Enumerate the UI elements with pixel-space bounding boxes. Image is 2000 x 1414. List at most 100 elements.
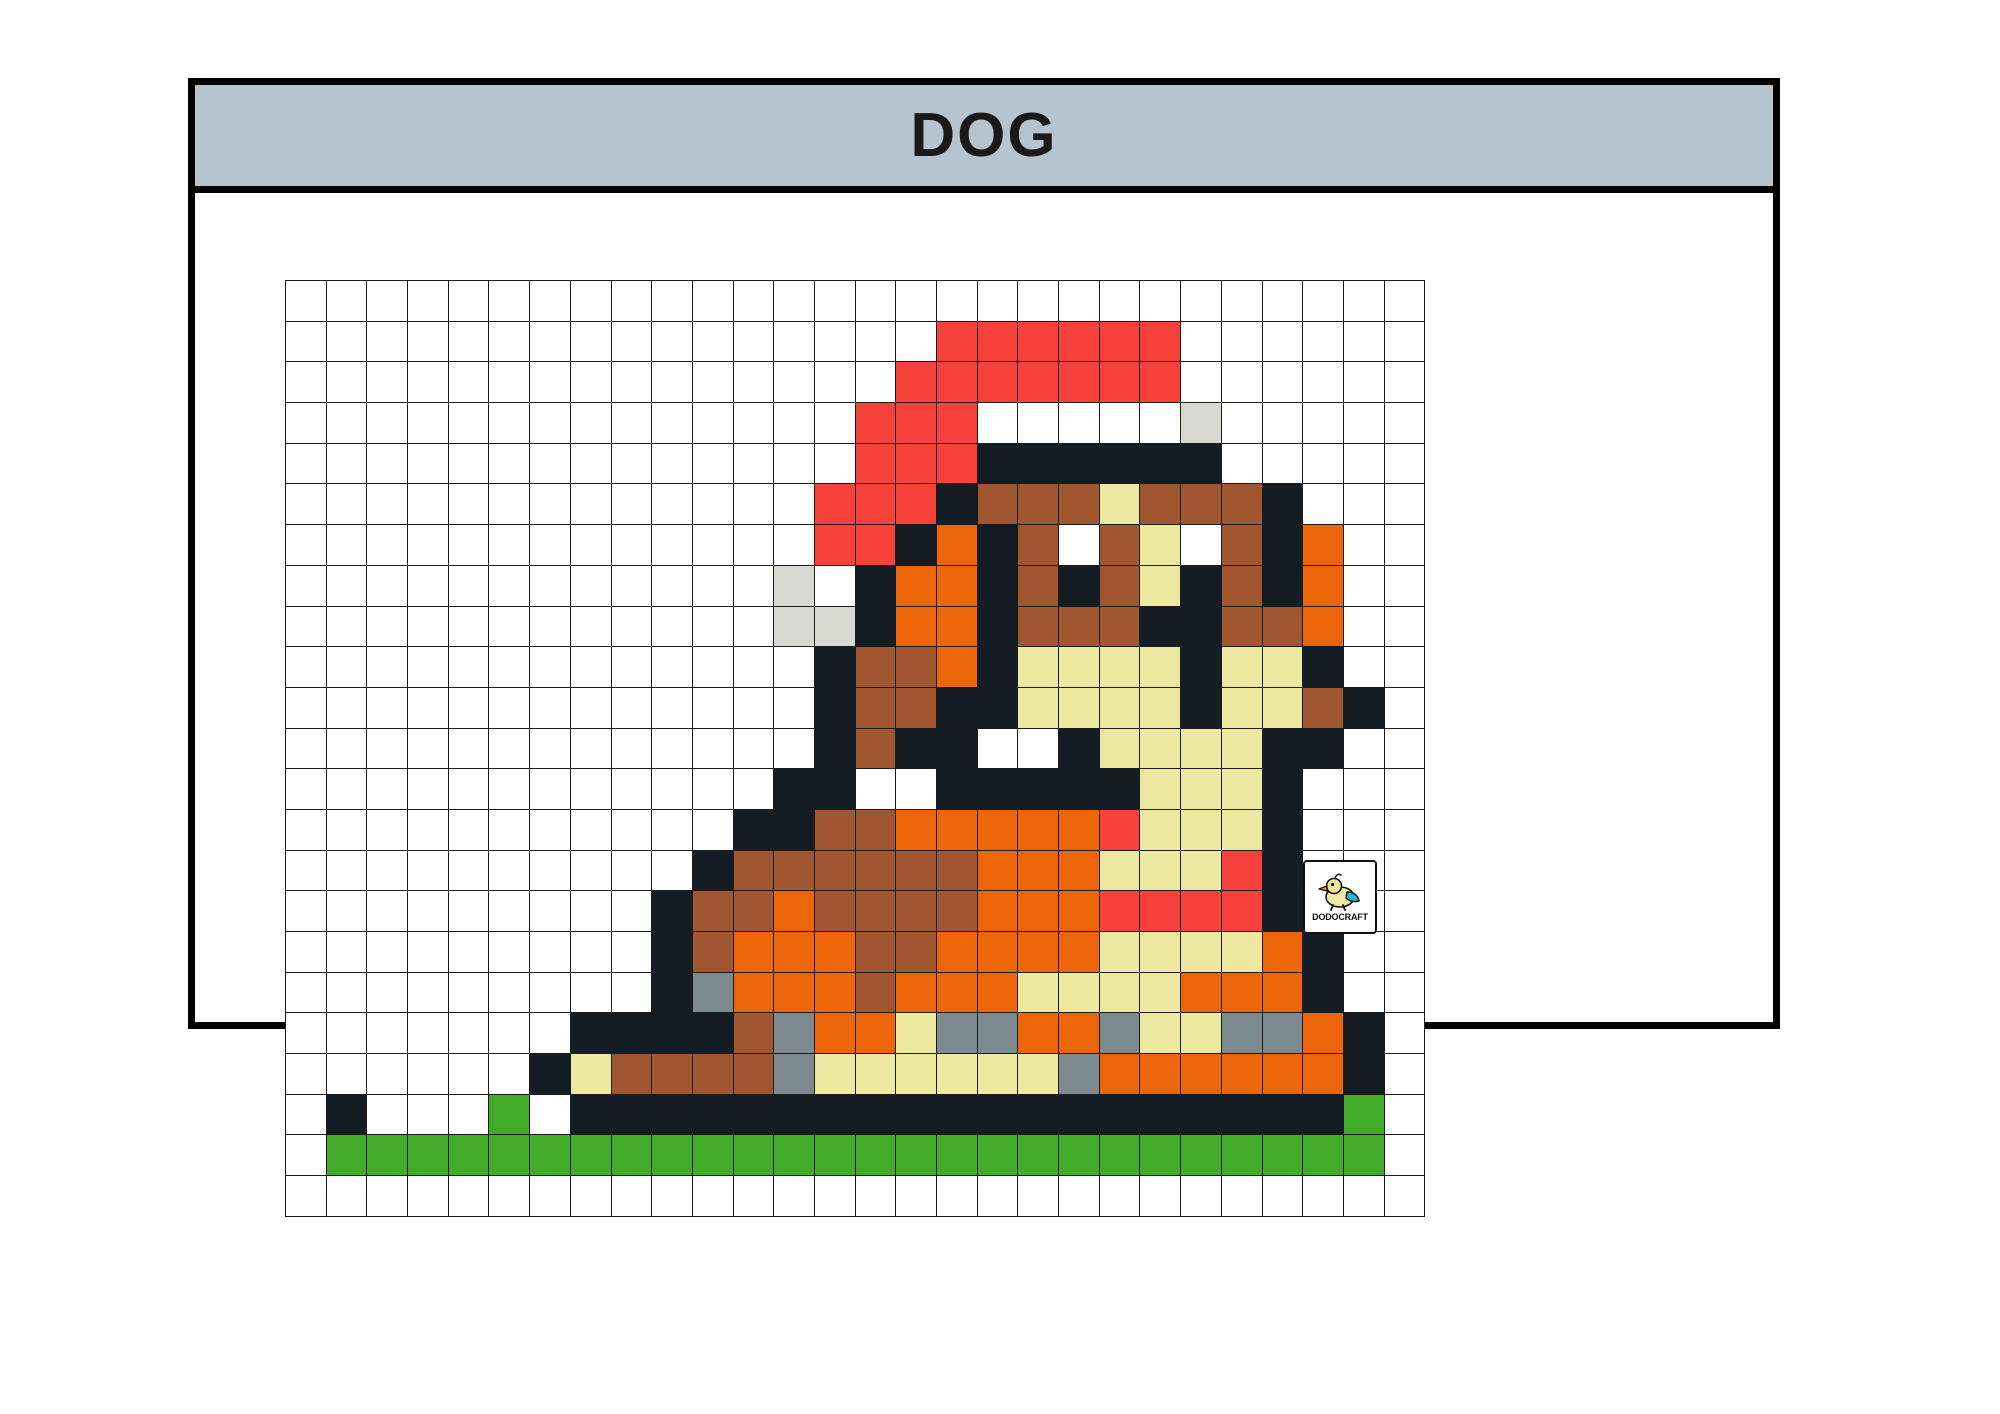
pixel-cell-white[interactable] [285, 1134, 327, 1177]
pixel-cell-white[interactable] [651, 605, 693, 648]
pixel-cell-white[interactable] [447, 1053, 490, 1095]
pixel-cell-orange[interactable] [1180, 1053, 1222, 1095]
pixel-cell-white[interactable] [1058, 402, 1100, 444]
pixel-cell-orange[interactable] [1261, 971, 1304, 1014]
pixel-cell-white[interactable] [447, 564, 490, 607]
pixel-cell-white[interactable] [569, 1175, 612, 1217]
pixel-cell-white[interactable] [529, 971, 571, 1014]
pixel-cell-white[interactable] [407, 442, 449, 485]
pixel-cell-white[interactable] [407, 1012, 449, 1055]
pixel-cell-white[interactable] [651, 768, 693, 810]
pixel-cell-white[interactable] [732, 564, 775, 607]
pixel-cell-white[interactable] [1180, 524, 1222, 566]
pixel-cell-white[interactable] [1342, 727, 1385, 770]
pixel-cell-white[interactable] [610, 524, 653, 566]
pixel-cell-white[interactable] [691, 280, 734, 322]
pixel-cell-red[interactable] [813, 483, 856, 526]
pixel-cell-cream[interactable] [1139, 564, 1182, 607]
pixel-cell-white[interactable] [529, 361, 571, 404]
pixel-cell-green[interactable] [1220, 1134, 1263, 1177]
pixel-cell-orange[interactable] [1017, 849, 1060, 892]
pixel-cell-white[interactable] [691, 686, 734, 729]
pixel-cell-white[interactable] [529, 686, 571, 729]
pixel-cell-white[interactable] [366, 361, 409, 404]
pixel-cell-brown[interactable] [976, 483, 1019, 526]
pixel-cell-white[interactable] [366, 971, 409, 1014]
pixel-cell-green[interactable] [1180, 1134, 1222, 1177]
pixel-cell-white[interactable] [407, 890, 449, 932]
pixel-cell-white[interactable] [1342, 442, 1385, 485]
pixel-cell-white[interactable] [366, 524, 409, 566]
pixel-cell-white[interactable] [325, 564, 368, 607]
pixel-cell-green[interactable] [1098, 1134, 1141, 1177]
pixel-cell-black[interactable] [936, 768, 978, 810]
pixel-cell-green[interactable] [1058, 1134, 1100, 1177]
pixel-cell-black[interactable] [651, 971, 693, 1014]
pixel-cell-white[interactable] [1261, 1175, 1304, 1217]
pixel-cell-black[interactable] [325, 1093, 368, 1136]
pixel-cell-brown[interactable] [1098, 564, 1141, 607]
pixel-cell-brown[interactable] [936, 890, 978, 932]
pixel-cell-brown[interactable] [1017, 605, 1060, 648]
pixel-cell-white[interactable] [1302, 1175, 1344, 1217]
pixel-cell-white[interactable] [691, 402, 734, 444]
pixel-cell-white[interactable] [813, 442, 856, 485]
pixel-cell-black[interactable] [976, 564, 1019, 607]
pixel-cell-cream[interactable] [936, 1053, 978, 1095]
pixel-cell-red[interactable] [936, 402, 978, 444]
pixel-cell-orange[interactable] [936, 971, 978, 1014]
pixel-cell-cream[interactable] [1058, 971, 1100, 1014]
pixel-cell-white[interactable] [569, 483, 612, 526]
pixel-cell-brown[interactable] [1098, 605, 1141, 648]
pixel-cell-white[interactable] [610, 483, 653, 526]
pixel-cell-black[interactable] [1342, 1012, 1385, 1055]
pixel-cell-white[interactable] [325, 768, 368, 810]
pixel-cell-white[interactable] [773, 524, 815, 566]
pixel-cell-white[interactable] [366, 849, 409, 892]
pixel-cell-white[interactable] [1383, 361, 1426, 404]
pixel-cell-brown[interactable] [691, 1053, 734, 1095]
pixel-cell-white[interactable] [610, 402, 653, 444]
pixel-cell-white[interactable] [285, 686, 327, 729]
pixel-cell-white[interactable] [732, 483, 775, 526]
pixel-cell-white[interactable] [1261, 280, 1304, 322]
pixel-cell-white[interactable] [488, 768, 531, 810]
pixel-cell-white[interactable] [488, 849, 531, 892]
pixel-cell-white[interactable] [1302, 361, 1344, 404]
pixel-cell-orange[interactable] [1017, 1012, 1060, 1055]
pixel-cell-white[interactable] [773, 727, 815, 770]
pixel-cell-cream[interactable] [1017, 971, 1060, 1014]
pixel-cell-orange[interactable] [895, 605, 937, 648]
pixel-cell-brown[interactable] [854, 971, 897, 1014]
pixel-cell-white[interactable] [285, 971, 327, 1014]
pixel-cell-green[interactable] [366, 1134, 409, 1177]
pixel-cell-orange[interactable] [936, 524, 978, 566]
pixel-cell-white[interactable] [529, 808, 571, 851]
pixel-cell-red[interactable] [854, 483, 897, 526]
pixel-cell-white[interactable] [285, 524, 327, 566]
pixel-cell-brown[interactable] [854, 849, 897, 892]
pixel-cell-white[interactable] [529, 564, 571, 607]
pixel-cell-green[interactable] [936, 1134, 978, 1177]
pixel-cell-white[interactable] [325, 483, 368, 526]
pixel-cell-white[interactable] [854, 361, 897, 404]
pixel-cell-white[interactable] [1220, 442, 1263, 485]
pixel-cell-white[interactable] [366, 402, 409, 444]
pixel-cell-white[interactable] [285, 727, 327, 770]
pixel-cell-black[interactable] [732, 1093, 775, 1136]
pixel-cell-orange[interactable] [773, 890, 815, 932]
pixel-cell-cream[interactable] [1139, 849, 1182, 892]
pixel-cell-white[interactable] [569, 320, 612, 363]
pixel-cell-white[interactable] [325, 646, 368, 688]
pixel-cell-brown[interactable] [1139, 483, 1182, 526]
pixel-cell-white[interactable] [447, 280, 490, 322]
pixel-cell-white[interactable] [651, 1175, 693, 1217]
pixel-cell-brown[interactable] [1058, 605, 1100, 648]
pixel-cell-black[interactable] [1302, 727, 1344, 770]
pixel-cell-brown[interactable] [651, 1053, 693, 1095]
pixel-cell-white[interactable] [1383, 686, 1426, 729]
pixel-cell-black[interactable] [1139, 605, 1182, 648]
pixel-cell-grey[interactable] [976, 1012, 1019, 1055]
pixel-cell-green[interactable] [773, 1134, 815, 1177]
pixel-cell-green[interactable] [1302, 1134, 1344, 1177]
